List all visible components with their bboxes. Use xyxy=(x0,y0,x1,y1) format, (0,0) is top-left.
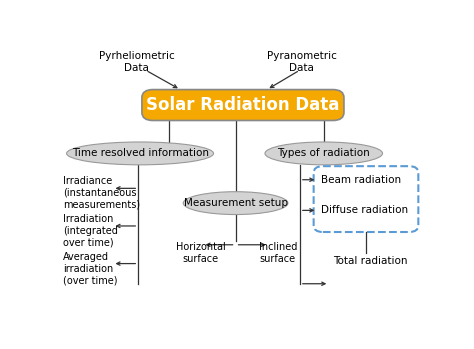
Text: Pyrheliometric
Data: Pyrheliometric Data xyxy=(99,51,174,73)
Text: Pyranometric
Data: Pyranometric Data xyxy=(267,51,337,73)
Text: Measurement setup: Measurement setup xyxy=(183,198,288,208)
Text: Averaged
irradiation
(over time): Averaged irradiation (over time) xyxy=(63,252,118,285)
Text: Types of radiation: Types of radiation xyxy=(277,148,370,158)
Text: Inclined
surface: Inclined surface xyxy=(259,242,297,264)
Ellipse shape xyxy=(183,192,288,215)
Ellipse shape xyxy=(66,142,213,165)
Text: Solar Radiation Data: Solar Radiation Data xyxy=(146,96,339,114)
Text: Irradiance
(instantaneous
measurements): Irradiance (instantaneous measurements) xyxy=(63,176,140,209)
Text: Diffuse radiation: Diffuse radiation xyxy=(321,205,408,215)
FancyBboxPatch shape xyxy=(142,90,344,120)
Text: Irradiation
(integrated
over time): Irradiation (integrated over time) xyxy=(63,214,118,247)
Text: Time resolved information: Time resolved information xyxy=(72,148,209,158)
Text: Beam radiation: Beam radiation xyxy=(321,175,401,185)
Ellipse shape xyxy=(265,142,383,165)
Text: Horizontal
surface: Horizontal surface xyxy=(176,242,226,264)
Text: Total radiation: Total radiation xyxy=(333,256,408,266)
